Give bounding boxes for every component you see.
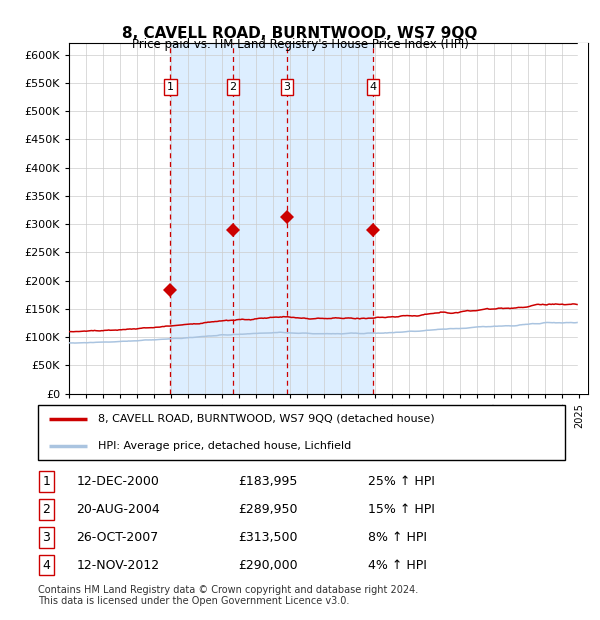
Text: 2: 2 (43, 503, 50, 516)
Text: 4: 4 (370, 82, 377, 92)
Text: £183,995: £183,995 (238, 475, 298, 488)
Bar (170, 43, 373, 394)
Text: 2: 2 (229, 82, 236, 92)
Text: 20-AUG-2004: 20-AUG-2004 (76, 503, 160, 516)
Text: 8% ↑ HPI: 8% ↑ HPI (368, 531, 427, 544)
Text: 1: 1 (167, 82, 174, 92)
Bar (578, 43, 588, 394)
Text: 26-OCT-2007: 26-OCT-2007 (76, 531, 158, 544)
Text: 12-DEC-2000: 12-DEC-2000 (76, 475, 159, 488)
Text: Contains HM Land Registry data © Crown copyright and database right 2024.
This d: Contains HM Land Registry data © Crown c… (38, 585, 419, 606)
Text: £290,000: £290,000 (238, 559, 298, 572)
Text: 25% ↑ HPI: 25% ↑ HPI (368, 475, 434, 488)
Text: 8, CAVELL ROAD, BURNTWOOD, WS7 9QQ (detached house): 8, CAVELL ROAD, BURNTWOOD, WS7 9QQ (deta… (98, 414, 434, 424)
FancyBboxPatch shape (38, 405, 565, 459)
Text: HPI: Average price, detached house, Lichfield: HPI: Average price, detached house, Lich… (98, 441, 351, 451)
Text: 1: 1 (43, 475, 50, 488)
Text: 15% ↑ HPI: 15% ↑ HPI (368, 503, 434, 516)
Text: 3: 3 (284, 82, 290, 92)
Text: 3: 3 (43, 531, 50, 544)
Text: 12-NOV-2012: 12-NOV-2012 (76, 559, 160, 572)
Text: Price paid vs. HM Land Registry's House Price Index (HPI): Price paid vs. HM Land Registry's House … (131, 38, 469, 51)
Text: 4% ↑ HPI: 4% ↑ HPI (368, 559, 427, 572)
Text: 4: 4 (43, 559, 50, 572)
Text: £313,500: £313,500 (238, 531, 298, 544)
Text: 8, CAVELL ROAD, BURNTWOOD, WS7 9QQ: 8, CAVELL ROAD, BURNTWOOD, WS7 9QQ (122, 26, 478, 41)
Text: £289,950: £289,950 (238, 503, 298, 516)
